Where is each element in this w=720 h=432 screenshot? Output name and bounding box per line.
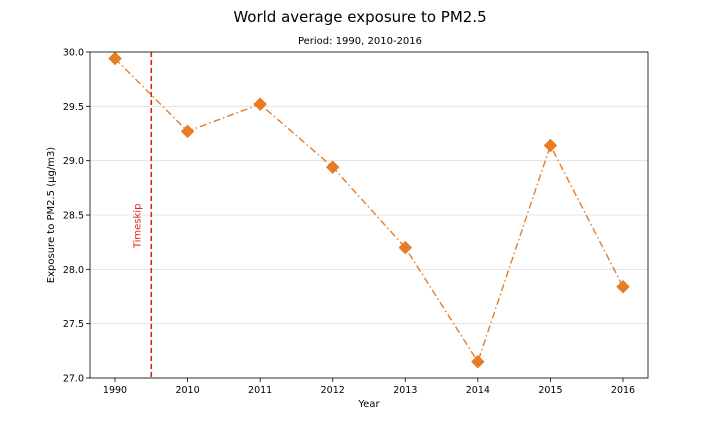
x-tick-label: 2015 xyxy=(538,385,562,396)
x-tick-label: 2010 xyxy=(175,385,199,396)
x-axis: 1990 2010 2011 2012 2013 2014 2015 2016 xyxy=(103,378,635,396)
chart-subtitle: Period: 1990, 2010-2016 xyxy=(298,36,422,47)
y-tick-label: 29.5 xyxy=(63,102,84,113)
data-point xyxy=(108,51,122,66)
y-axis-label: Exposure to PM2.5 (µg/m3) xyxy=(46,147,57,284)
x-tick-label: 2014 xyxy=(466,385,490,396)
timeskip-label: Timeskip xyxy=(132,204,143,250)
y-tick-label: 30.0 xyxy=(63,48,84,59)
y-tick-label: 29.0 xyxy=(63,156,84,167)
y-tick-label: 27.0 xyxy=(63,374,84,385)
grid-lines xyxy=(90,51,648,379)
data-point xyxy=(398,240,413,255)
series-line xyxy=(114,58,624,364)
x-tick-label: 2012 xyxy=(321,385,345,396)
annotation-layer: Timeskip xyxy=(132,52,153,378)
data-point xyxy=(325,160,340,175)
x-tick-label: 2011 xyxy=(248,385,272,396)
y-tick-label: 28.0 xyxy=(63,265,84,276)
data-point xyxy=(180,124,195,139)
data-point xyxy=(253,97,267,112)
data-point xyxy=(471,354,485,369)
data-point xyxy=(616,279,630,294)
x-axis-label: Year xyxy=(357,399,380,410)
y-axis: 27.0 27.5 28.0 28.5 29.0 29.5 30.0 xyxy=(63,48,90,385)
y-tick-label: 27.5 xyxy=(63,319,84,330)
data-point xyxy=(543,138,558,153)
x-tick-label: 2016 xyxy=(611,385,635,396)
y-tick-label: 28.5 xyxy=(63,211,84,222)
x-tick-label: 1990 xyxy=(103,385,127,396)
series-layer xyxy=(108,51,630,369)
chart-title: World average exposure to PM2.5 xyxy=(233,8,486,26)
x-tick-label: 2013 xyxy=(393,385,417,396)
